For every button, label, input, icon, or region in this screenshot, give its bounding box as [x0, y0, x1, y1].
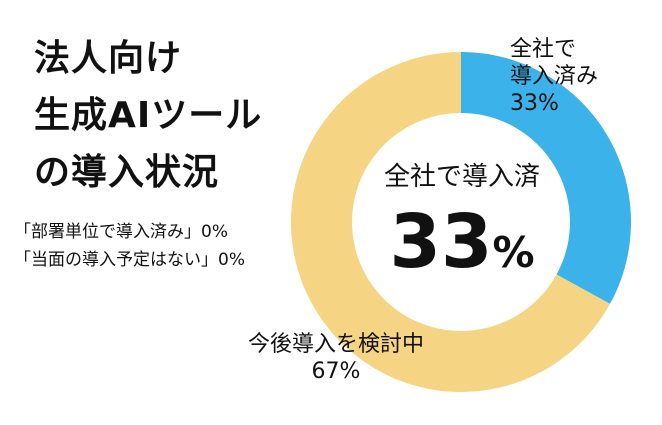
- chart-notes: 「部署単位で導入済み」0% 「当面の導入予定はない」0%: [14, 218, 245, 274]
- center-label: 全社で導入済: [383, 162, 540, 192]
- title-line: 法人向け: [34, 38, 183, 79]
- title-line: の導入状況: [34, 152, 220, 193]
- note-no-plan: 「当面の導入予定はない」0%: [14, 250, 245, 270]
- center-summary: 全社で導入済 33%: [362, 160, 562, 282]
- slice-value-label: 33%: [510, 91, 559, 116]
- slice-label-considering: 今後導入を検討中 67%: [248, 331, 424, 385]
- donut-slice-considering: [291, 52, 610, 392]
- center-unit: %: [492, 228, 535, 277]
- slice-label-company-wide: 全社で 導入済み 33%: [510, 36, 598, 117]
- chart-title: 法人向け 生成AIツール の導入状況: [34, 30, 262, 201]
- slice-value-label: 67%: [311, 359, 361, 384]
- center-value: 33%: [362, 202, 562, 282]
- center-number: 33: [389, 199, 493, 285]
- title-line: 生成AIツール: [34, 95, 263, 136]
- slice-label-line: 今後導入を検討中: [248, 332, 425, 357]
- donut-slice-company-wide: [461, 52, 631, 304]
- slice-label-line: 全社で: [510, 37, 577, 62]
- note-department: 「部署単位で導入済み」0%: [14, 222, 228, 242]
- slice-label-line: 導入済み: [510, 64, 599, 89]
